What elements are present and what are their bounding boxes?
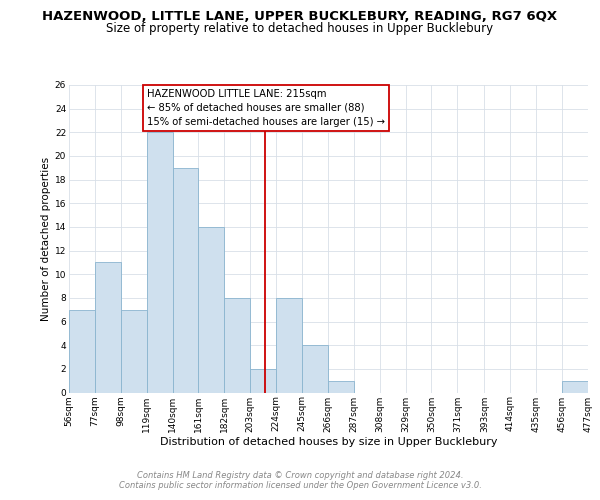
Bar [199, 227, 224, 392]
Bar [302, 345, 328, 393]
Bar [95, 262, 121, 392]
Bar [562, 380, 588, 392]
Text: Size of property relative to detached houses in Upper Bucklebury: Size of property relative to detached ho… [106, 22, 494, 35]
Bar [146, 132, 173, 392]
X-axis label: Distribution of detached houses by size in Upper Bucklebury: Distribution of detached houses by size … [160, 437, 497, 447]
Bar [328, 380, 354, 392]
Bar [224, 298, 250, 392]
Text: HAZENWOOD LITTLE LANE: 215sqm
← 85% of detached houses are smaller (88)
15% of s: HAZENWOOD LITTLE LANE: 215sqm ← 85% of d… [146, 88, 385, 128]
Text: Contains HM Land Registry data © Crown copyright and database right 2024.: Contains HM Land Registry data © Crown c… [137, 471, 463, 480]
Bar [69, 310, 95, 392]
Bar [250, 369, 276, 392]
Bar [276, 298, 302, 392]
Bar [173, 168, 199, 392]
Bar [121, 310, 146, 392]
Text: HAZENWOOD, LITTLE LANE, UPPER BUCKLEBURY, READING, RG7 6QX: HAZENWOOD, LITTLE LANE, UPPER BUCKLEBURY… [43, 10, 557, 23]
Y-axis label: Number of detached properties: Number of detached properties [41, 156, 50, 321]
Text: Contains public sector information licensed under the Open Government Licence v3: Contains public sector information licen… [119, 481, 481, 490]
